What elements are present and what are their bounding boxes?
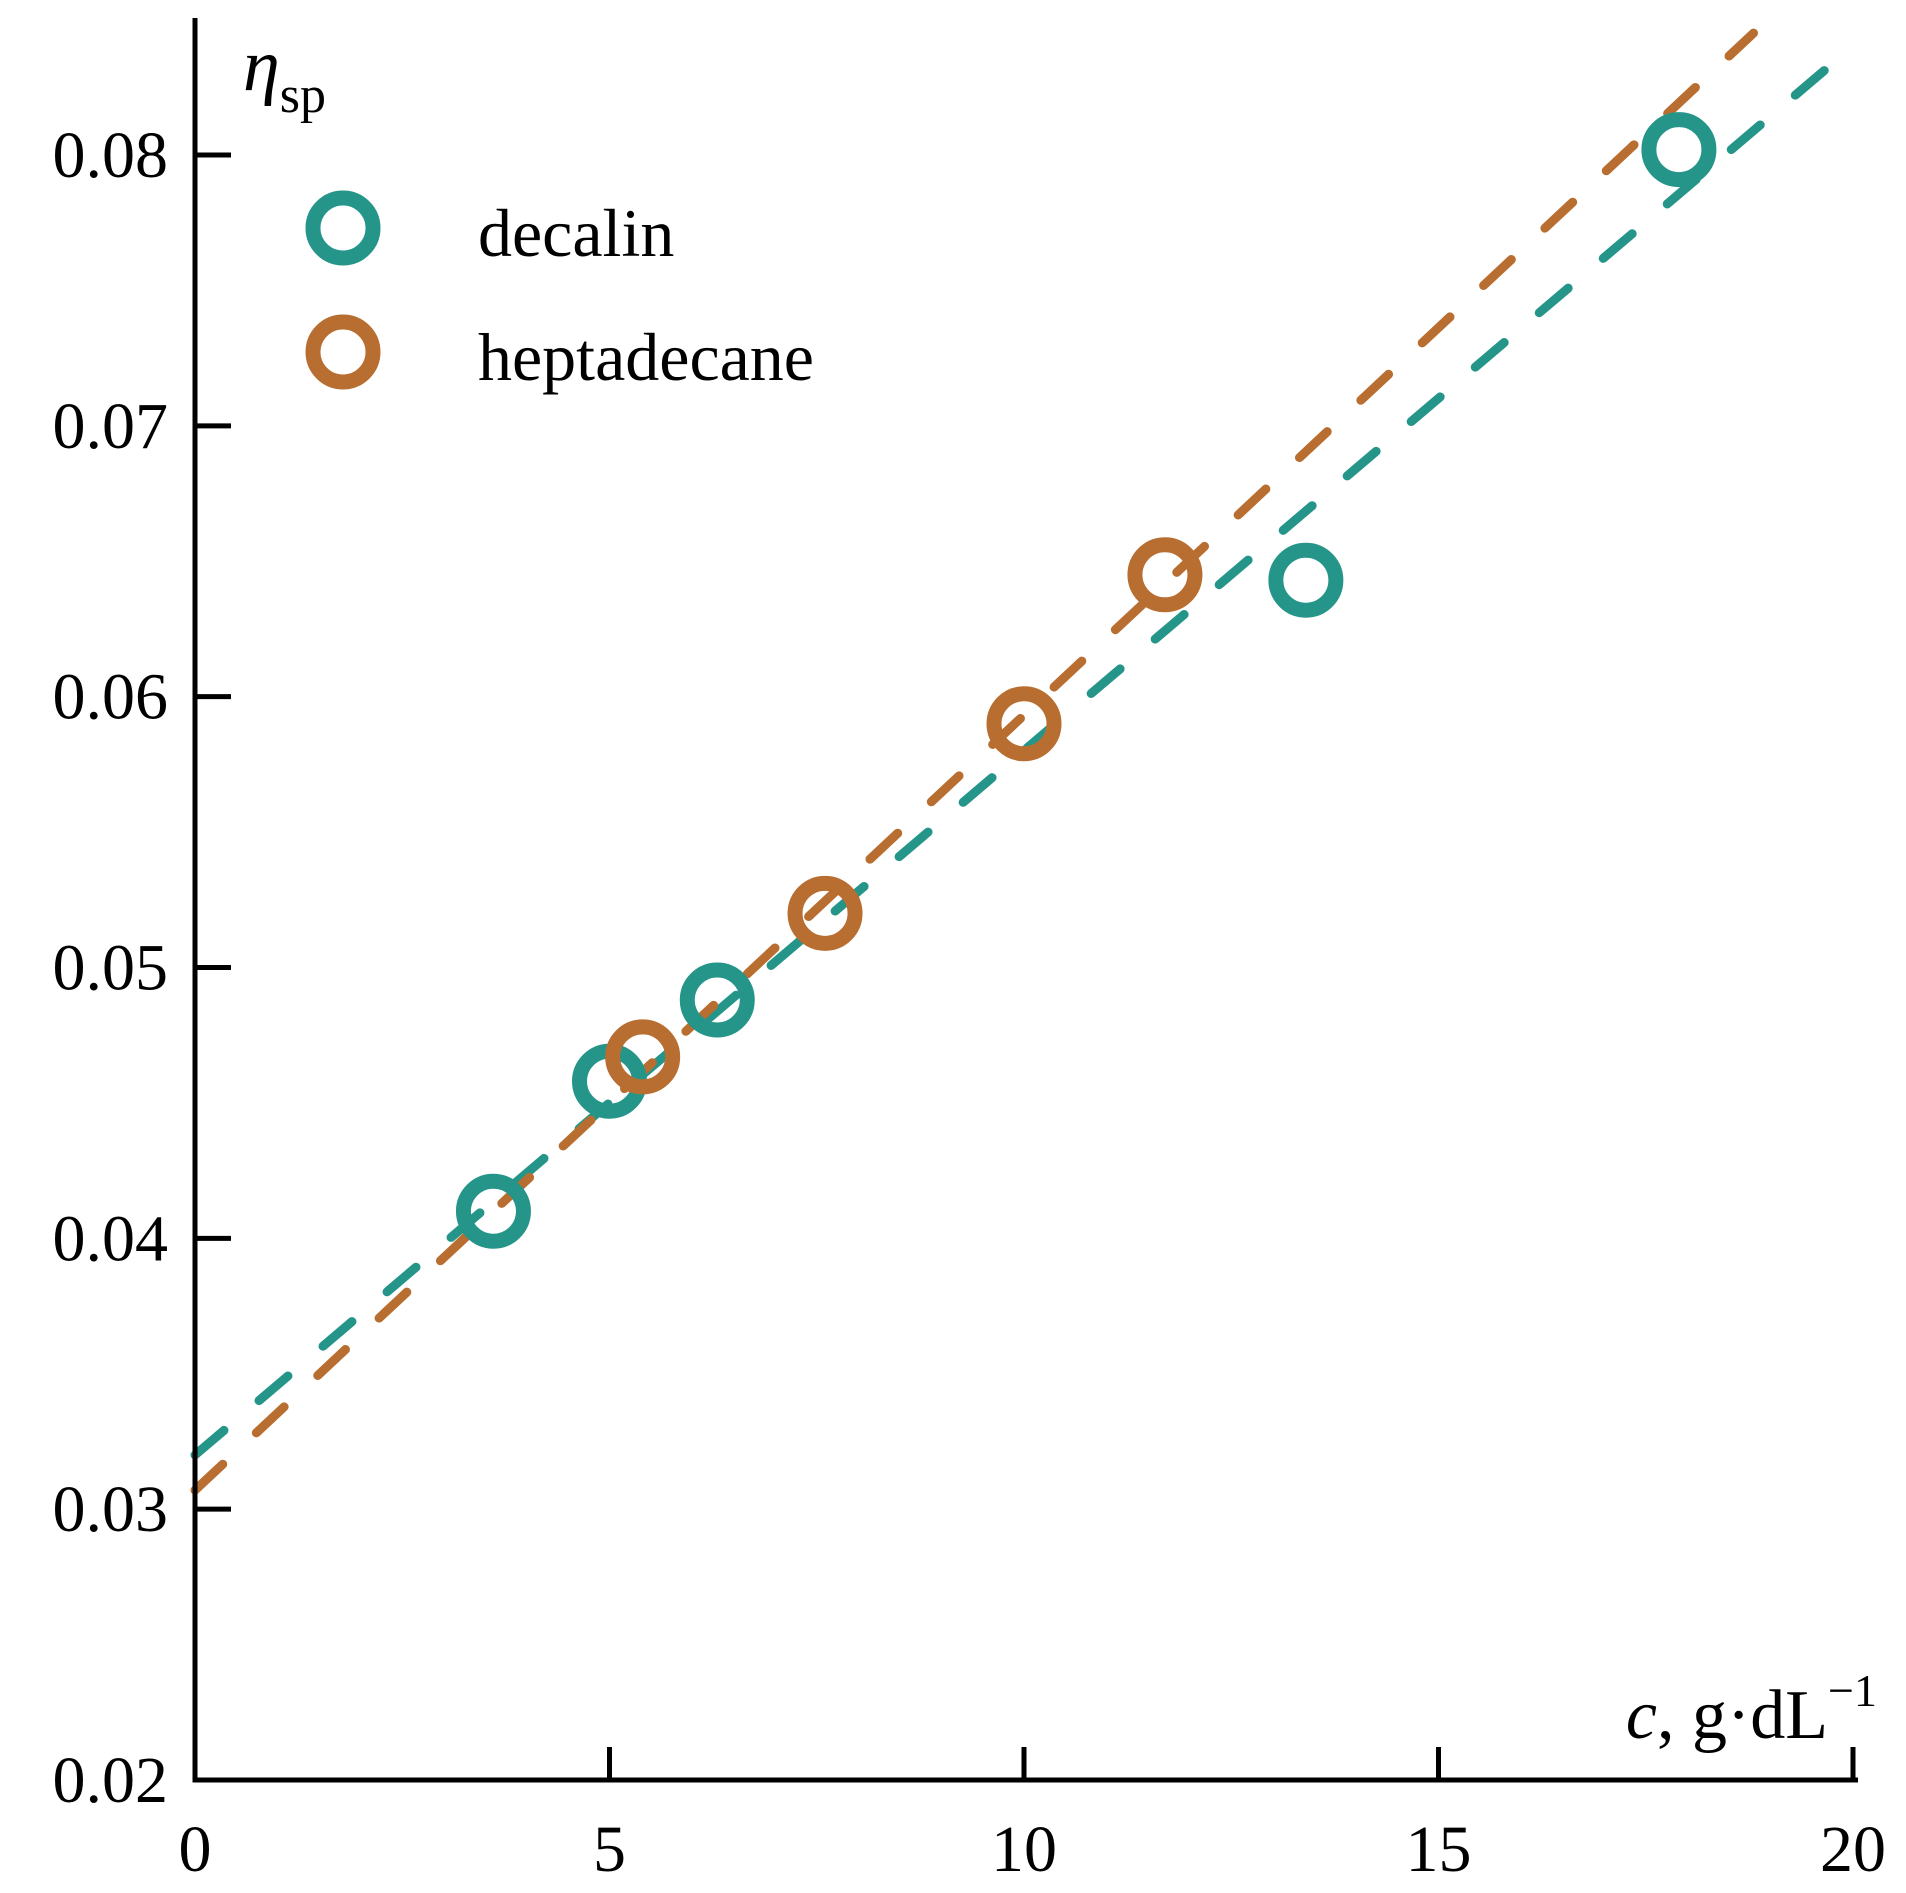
- y-axis-subscript: sp: [280, 67, 326, 124]
- x-tick-label-5: 5: [593, 1813, 626, 1886]
- legend-marker-decalin: [305, 190, 381, 266]
- point-heptadecane-1: [787, 875, 863, 951]
- y-tick-label-0.08: 0.08: [53, 119, 169, 192]
- y-tick-label-0.04: 0.04: [53, 1202, 169, 1275]
- legend-item-heptadecane: heptadecane: [305, 314, 814, 395]
- legend-label-decalin: decalin: [478, 195, 674, 271]
- x-tick-label-15: 15: [1406, 1813, 1472, 1886]
- x-axis-unit: g·dL: [1692, 1677, 1828, 1754]
- x-ticks: 0 5 10 15 20: [179, 1747, 1886, 1886]
- y-tick-label-0.02: 0.02: [53, 1744, 169, 1817]
- data-points: [455, 112, 1717, 1249]
- x-axis-separator: ,: [1657, 1677, 1692, 1754]
- legend-label-heptadecane: heptadecane: [478, 319, 814, 395]
- fit-line-heptadecane: [190, 28, 1759, 1495]
- y-tick-label-0.07: 0.07: [53, 390, 169, 463]
- legend-item-decalin: decalin: [305, 190, 674, 271]
- x-tick-label-10: 10: [991, 1813, 1057, 1886]
- x-axis-label: c, g·dL−1: [1626, 1665, 1877, 1754]
- point-decalin-3: [1268, 542, 1344, 618]
- y-axis-label: ηsp: [243, 25, 326, 124]
- point-heptadecane-0: [605, 1019, 681, 1095]
- y-ticks: 0.02 0.03 0.04 0.05 0.06 0.07 0.08: [53, 119, 231, 1817]
- y-tick-label-0.05: 0.05: [53, 932, 169, 1005]
- point-decalin-2: [679, 962, 755, 1038]
- x-tick-label-0: 0: [179, 1813, 212, 1886]
- x-tick-label-20: 20: [1820, 1813, 1886, 1886]
- point-decalin-4: [1641, 112, 1717, 188]
- x-axis-symbol: c: [1626, 1677, 1657, 1754]
- y-tick-label-0.06: 0.06: [53, 661, 169, 734]
- point-heptadecane-2: [986, 686, 1062, 762]
- fit-lines: [190, 28, 1841, 1495]
- point-heptadecane-3: [1127, 537, 1203, 613]
- point-decalin-0: [455, 1173, 531, 1249]
- x-axis-unit-exponent: −1: [1828, 1665, 1877, 1716]
- legend: decalin heptadecane: [305, 190, 814, 395]
- y-axis-symbol: η: [243, 25, 280, 107]
- legend-marker-heptadecane: [305, 314, 381, 390]
- y-tick-label-0.03: 0.03: [53, 1473, 169, 1546]
